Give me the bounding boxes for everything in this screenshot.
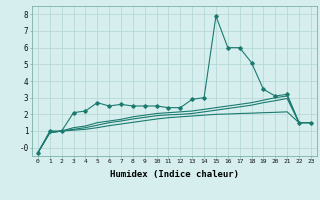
X-axis label: Humidex (Indice chaleur): Humidex (Indice chaleur) bbox=[110, 170, 239, 179]
